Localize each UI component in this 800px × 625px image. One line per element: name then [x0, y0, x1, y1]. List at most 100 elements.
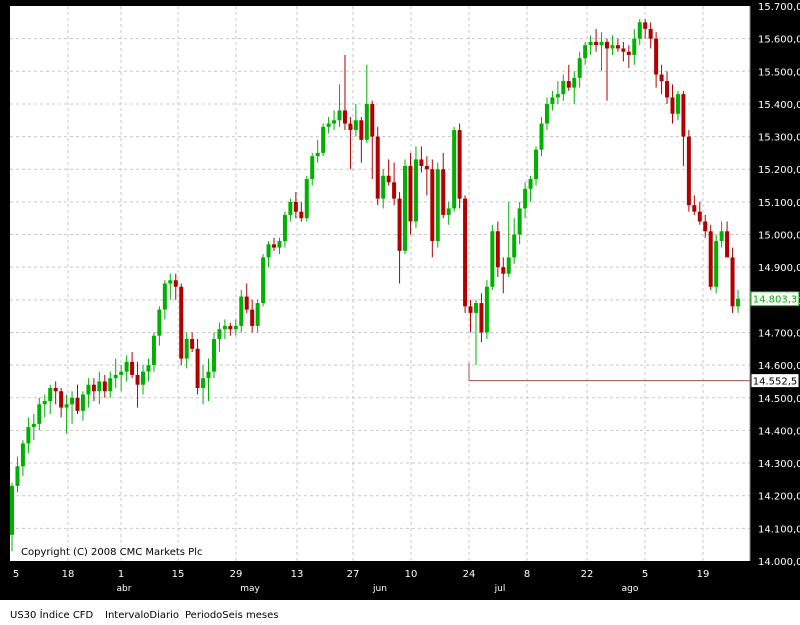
candle-body	[141, 371, 146, 385]
candle	[364, 64, 369, 144]
y-tick-label: 14.200,0	[758, 492, 800, 503]
candle-body	[408, 165, 413, 222]
candle	[304, 175, 309, 222]
candle-body	[31, 423, 36, 428]
candle	[91, 378, 96, 402]
candle	[501, 257, 506, 294]
x-day-label: 18	[62, 569, 75, 580]
candle	[714, 234, 719, 294]
plot-area[interactable]	[10, 6, 750, 561]
candle	[124, 355, 129, 382]
candle-body	[130, 361, 135, 375]
candle	[561, 74, 566, 101]
candle	[108, 371, 113, 398]
candle	[637, 19, 642, 46]
candle	[359, 117, 364, 163]
candle-body	[588, 41, 593, 46]
candle-body	[244, 296, 249, 310]
candle-body	[162, 283, 167, 310]
candle-body	[435, 169, 440, 242]
candle	[168, 273, 173, 300]
candle-body	[441, 169, 446, 215]
candle-body	[342, 110, 347, 124]
candle-body	[10, 485, 14, 535]
candle	[321, 123, 326, 157]
candle	[490, 224, 495, 291]
candle-body	[211, 339, 216, 372]
candle-body	[228, 325, 233, 330]
candle	[397, 192, 402, 284]
candle	[141, 365, 146, 395]
candle	[70, 391, 75, 424]
candle-body	[304, 179, 309, 219]
candle	[201, 365, 206, 405]
price-chart[interactable]: 15.700,0 15.600,0 15.500,0 15.400,0 15.300,0…	[0, 0, 800, 600]
candle	[523, 182, 528, 219]
candle	[228, 322, 233, 336]
candle	[386, 159, 391, 186]
candle-body	[337, 110, 342, 121]
y-tick-label: 15.300,0	[758, 133, 800, 144]
y-axis-labels: 15.700,0 15.600,0 15.500,0 15.400,0 15.300,0…	[758, 2, 800, 568]
candle	[648, 22, 653, 49]
candle	[697, 201, 702, 225]
candle-body	[615, 45, 620, 49]
y-tick-label: 15.600,0	[758, 35, 800, 46]
candle-body	[665, 81, 670, 98]
candle	[452, 126, 457, 212]
candle-body	[577, 58, 582, 78]
reference-price-box	[750, 373, 800, 389]
candle	[53, 381, 58, 405]
candle-body	[353, 120, 358, 131]
candle-body	[583, 45, 588, 59]
x-day-label: 15	[172, 569, 185, 580]
candle	[588, 35, 593, 55]
candle-body	[108, 378, 113, 392]
candle	[555, 81, 560, 104]
candle-body	[15, 466, 20, 486]
x-day-label: 13	[291, 569, 304, 580]
y-tick-label: 14.000,0	[758, 557, 800, 568]
candle	[528, 175, 533, 202]
candle	[211, 332, 216, 379]
x-month-label: ago	[622, 584, 639, 594]
candle	[435, 162, 440, 248]
candle-body	[386, 175, 391, 183]
candle-body	[272, 244, 277, 248]
candle	[495, 221, 500, 277]
candle	[621, 41, 626, 62]
candle	[599, 32, 604, 72]
candle-body	[255, 303, 260, 326]
candle-body	[190, 339, 195, 349]
candle-body	[113, 374, 118, 379]
candle-body	[70, 397, 75, 405]
candle-body	[528, 179, 533, 189]
candle-body	[119, 371, 124, 375]
candle-body	[626, 51, 631, 55]
candle-body	[80, 394, 85, 411]
candle-body	[681, 94, 686, 137]
candle	[403, 159, 408, 255]
x-day-label: 1	[118, 569, 124, 580]
candle	[42, 394, 47, 418]
candle-body	[392, 182, 397, 199]
candle	[277, 237, 282, 255]
candle	[282, 211, 287, 248]
candle-body	[299, 211, 304, 219]
candle	[719, 221, 724, 248]
candle-body	[610, 45, 615, 49]
y-tick-label: 14.700,0	[758, 328, 800, 339]
candle-body	[463, 198, 468, 307]
candle-body	[604, 41, 609, 49]
candle	[217, 322, 222, 353]
candle	[206, 358, 211, 402]
candle-body	[157, 309, 162, 336]
candle-body	[64, 404, 69, 408]
candle-body	[282, 214, 287, 242]
candle	[48, 384, 53, 415]
candle	[446, 201, 451, 225]
candle-body	[697, 211, 702, 222]
candle-body	[572, 77, 577, 88]
x-axis-labels: 5 18 1 15 29 13 27 10 24 8 22 5 19 abr may jun jul ago	[13, 569, 710, 594]
candle	[130, 352, 135, 379]
